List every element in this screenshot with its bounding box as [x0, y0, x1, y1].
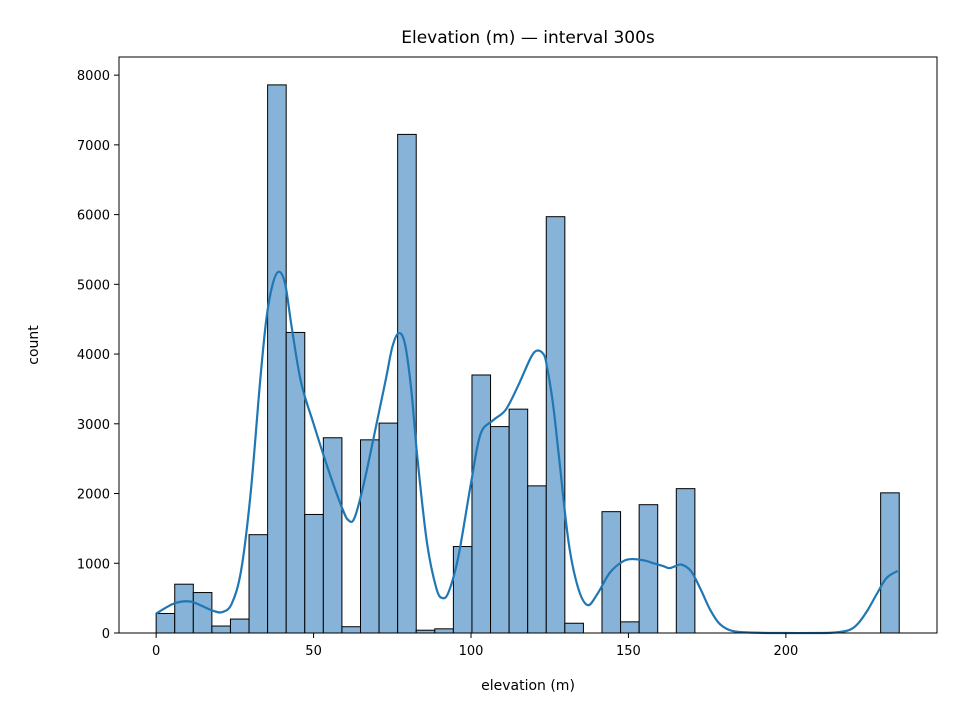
histogram-bar [378, 422, 399, 634]
chart-title: Elevation (m) — interval 300s [401, 28, 655, 48]
y-tick-label: 6000 [77, 209, 110, 224]
histogram-bar [229, 618, 250, 634]
x-tick-label: 0 [152, 644, 160, 659]
y-tick-label: 3000 [77, 418, 110, 433]
histogram-bar [248, 534, 269, 634]
bars-group [155, 84, 900, 634]
histogram-bar [267, 84, 287, 634]
x-tick-label: 150 [616, 644, 641, 659]
x-axis-label: elevation (m) [481, 678, 575, 694]
histogram-bar [341, 626, 362, 634]
x-tick-label: 100 [459, 644, 484, 659]
histogram-bar [322, 437, 343, 634]
histogram-bar [155, 612, 176, 634]
histogram-bar [564, 622, 584, 634]
histogram-bar [620, 621, 640, 634]
histogram-bar [880, 492, 900, 634]
histogram-bar [675, 488, 696, 634]
histogram-bar [490, 426, 510, 634]
x-axis-ticks: 0 50 100 150 200 [152, 633, 798, 659]
x-tick-label: 50 [305, 644, 322, 659]
histogram-bar [360, 439, 380, 634]
histogram-bar [638, 504, 659, 634]
histogram-bar [527, 485, 547, 634]
y-tick-label: 1000 [77, 557, 110, 572]
x-tick-label: 200 [773, 644, 798, 659]
y-tick-label: 4000 [77, 348, 110, 363]
y-tick-label: 7000 [77, 139, 110, 154]
plot-frame [118, 56, 938, 634]
histogram-bar [397, 133, 417, 634]
histogram-bar [304, 513, 324, 634]
y-tick-label: 5000 [77, 278, 110, 293]
histogram-bar [471, 374, 492, 634]
y-tick-label: 2000 [77, 488, 110, 503]
histogram-bar [192, 592, 213, 634]
histogram-bar [434, 628, 454, 634]
histogram-bar [285, 331, 306, 634]
y-tick-label: 8000 [77, 69, 110, 84]
histogram-bar [508, 408, 529, 634]
histogram-bar [211, 625, 231, 634]
y-axis-ticks: 0 1000 2000 3000 4000 5000 6000 7000 8000 [77, 69, 119, 642]
kde-line [155, 270, 899, 635]
histogram-bar [452, 546, 473, 634]
histogram-bar [174, 583, 194, 634]
y-tick-label: 0 [102, 627, 110, 642]
y-axis-label: count [26, 325, 42, 365]
